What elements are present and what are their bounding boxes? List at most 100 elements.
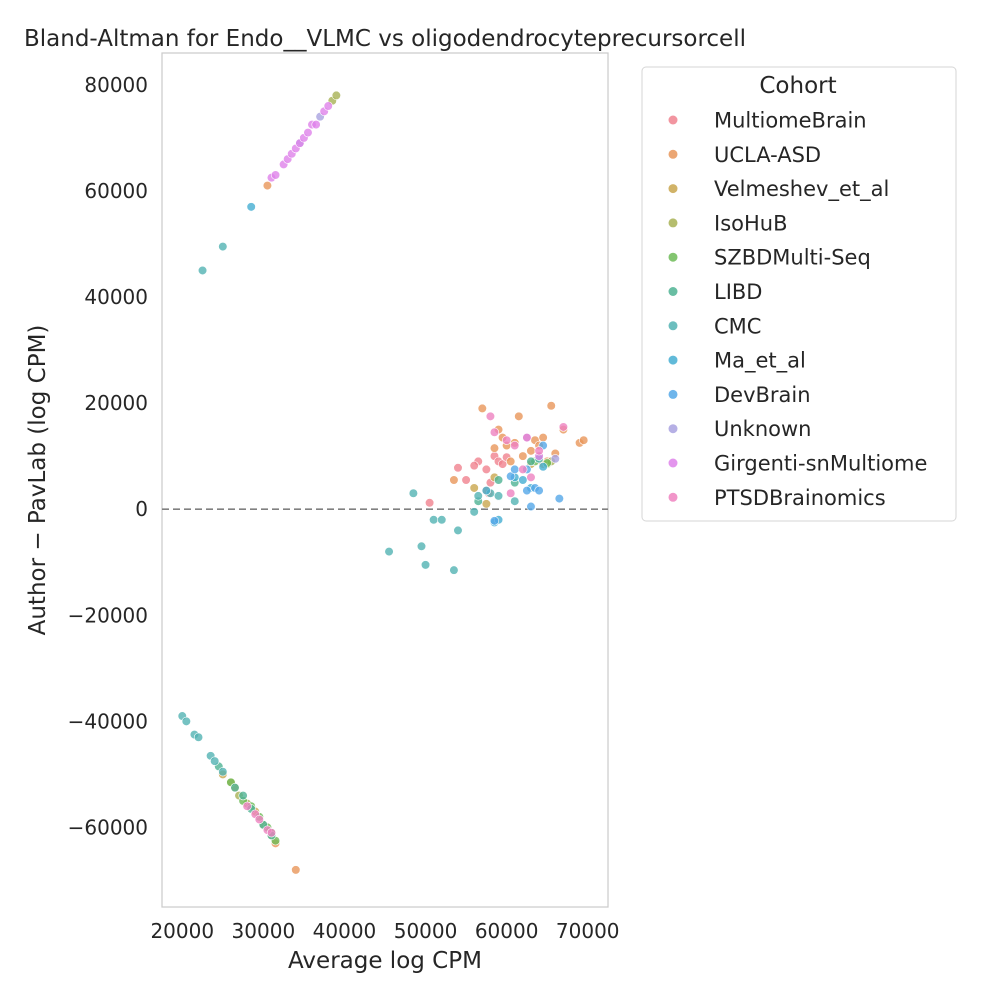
legend-label: LIBD <box>714 280 762 304</box>
data-point <box>558 422 569 432</box>
data-point <box>506 456 516 467</box>
data-point <box>481 499 491 509</box>
data-point <box>514 411 524 421</box>
data-point <box>497 459 508 469</box>
data-point <box>518 475 528 485</box>
data-point <box>230 783 240 793</box>
data-point <box>538 432 548 443</box>
y-tick-label: 80000 <box>84 73 148 97</box>
legend-label: SZBDMulti-Seq <box>714 246 871 270</box>
legend-label: Unknown <box>714 417 811 441</box>
data-point <box>489 443 500 453</box>
y-tick-label: −60000 <box>68 815 148 839</box>
data-point <box>461 475 471 485</box>
y-tick-label: 0 <box>135 497 148 521</box>
data-point <box>534 486 544 496</box>
legend-title: Cohort <box>759 73 836 99</box>
data-point <box>502 435 512 445</box>
legend-marker <box>668 458 678 468</box>
data-point <box>416 541 427 551</box>
data-point <box>303 127 313 138</box>
data-point <box>518 451 528 461</box>
data-point <box>526 472 536 482</box>
data-point <box>246 202 256 212</box>
data-point <box>506 488 516 498</box>
legend-marker <box>668 492 678 502</box>
data-point <box>469 507 479 517</box>
data-point <box>469 483 479 493</box>
data-point <box>526 501 536 512</box>
data-point <box>291 865 301 875</box>
data-point <box>437 515 447 525</box>
legend-marker <box>668 287 678 296</box>
data-point <box>270 170 281 180</box>
legend-marker <box>668 184 678 194</box>
data-point <box>331 90 341 101</box>
data-point <box>193 732 204 742</box>
legend-label: Ma_et_al <box>714 349 806 374</box>
data-point <box>493 475 504 485</box>
x-tick-label: 40000 <box>313 919 377 943</box>
data-point <box>546 401 556 411</box>
x-tick-label: 30000 <box>232 919 296 943</box>
data-points <box>177 90 589 875</box>
data-point <box>481 486 491 496</box>
data-point <box>449 475 459 485</box>
legend-label: IsoHuB <box>714 211 788 235</box>
data-point <box>218 767 228 777</box>
y-tick-label: 40000 <box>84 285 148 309</box>
data-point <box>242 801 252 811</box>
data-point <box>481 464 491 474</box>
chart-title: Bland-Altman for Endo__VLMC vs oligodend… <box>24 26 746 52</box>
data-point <box>518 464 528 474</box>
y-axis-label: Author − PavLab (log CPM) <box>25 325 51 636</box>
data-point <box>210 756 220 766</box>
legend-marker <box>668 389 678 399</box>
legend-label: Girgenti-snMultiome <box>714 452 927 476</box>
y-tick-label: 60000 <box>84 179 148 203</box>
data-point <box>506 471 516 481</box>
legend-marker <box>668 321 678 331</box>
data-point <box>429 515 439 525</box>
data-point <box>384 547 394 557</box>
data-point <box>453 525 463 535</box>
legend-marker <box>668 355 678 365</box>
data-point <box>425 498 435 508</box>
data-point <box>238 791 248 801</box>
legend-label: CMC <box>714 314 761 338</box>
legend-marker <box>668 218 678 228</box>
data-point <box>510 496 520 506</box>
legend-label: Velmeshev_et_al <box>714 177 889 202</box>
data-point <box>218 242 228 252</box>
legend: Cohort MultiomeBrain UCLA-ASD Velmeshev_et… <box>641 66 957 522</box>
data-point <box>323 101 333 111</box>
x-tick-label: 60000 <box>475 919 539 943</box>
data-point <box>181 716 191 726</box>
data-point <box>522 486 532 496</box>
data-point <box>554 493 564 504</box>
legend-marker <box>668 424 678 434</box>
data-point <box>262 181 273 191</box>
data-point <box>489 427 500 437</box>
legend-marker <box>668 252 678 262</box>
legend-label: MultiomeBrain <box>714 109 867 133</box>
data-point <box>266 828 277 838</box>
legend-items: MultiomeBrain UCLA-ASD Velmeshev_et_al IsoH… <box>668 109 927 510</box>
x-tick-label: 20000 <box>150 919 214 943</box>
data-point <box>526 446 536 456</box>
data-point <box>477 403 487 413</box>
legend-marker <box>668 149 678 159</box>
data-point <box>510 464 520 474</box>
legend-label: UCLA-ASD <box>714 143 821 167</box>
data-point <box>408 488 418 498</box>
data-point <box>550 454 560 464</box>
data-point <box>449 565 459 575</box>
data-point <box>510 440 520 451</box>
y-tick-label: −20000 <box>68 603 148 627</box>
x-axis-label: Average log CPM <box>288 948 482 974</box>
y-tick-label: −40000 <box>68 709 148 733</box>
data-point <box>453 463 463 473</box>
legend-box <box>641 66 957 522</box>
data-point <box>197 265 208 276</box>
